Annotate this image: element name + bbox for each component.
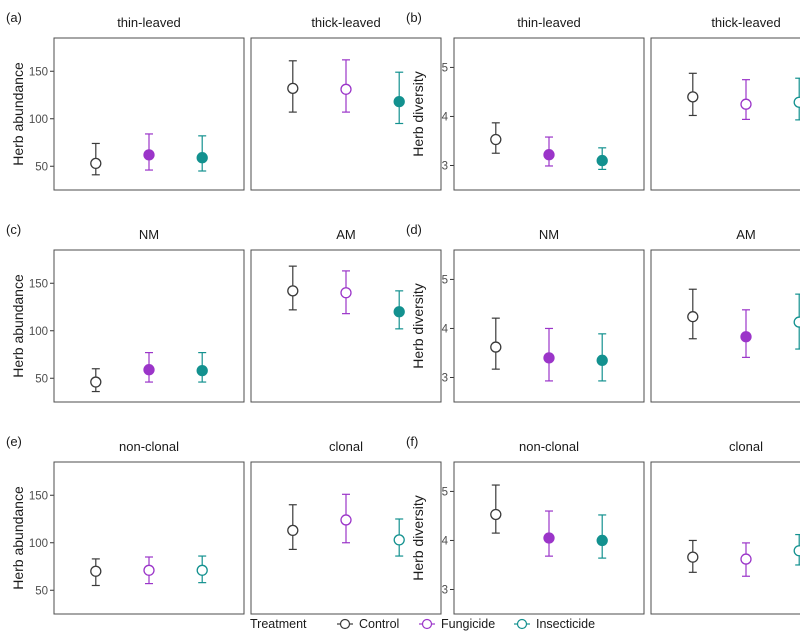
data-point xyxy=(490,508,502,521)
data-point xyxy=(340,83,352,95)
y-tick-label: 100 xyxy=(29,326,48,338)
y-tick-label: 150 xyxy=(29,66,48,78)
y-tick-label: 100 xyxy=(29,114,48,126)
y-tick-label: 5 xyxy=(442,486,448,498)
data-point xyxy=(143,149,155,161)
y-tick-label: 3 xyxy=(442,584,448,596)
panel-tag: (d) xyxy=(406,222,422,237)
facet-title: thick-leaved xyxy=(311,15,380,30)
panel-tag: (c) xyxy=(6,222,21,237)
y-tick-label: 4 xyxy=(442,323,449,335)
y-tick-label: 5 xyxy=(442,62,448,74)
y-tick-label: 3 xyxy=(442,372,448,384)
y-axis-label: Herb abundance xyxy=(10,486,26,590)
data-point xyxy=(393,306,405,318)
facet-title: NM xyxy=(139,227,159,242)
y-tick-label: 150 xyxy=(29,278,48,290)
y-tick-label: 50 xyxy=(35,161,48,173)
facet-panel xyxy=(650,461,800,615)
legend-item-label: Control xyxy=(359,617,399,631)
data-point xyxy=(287,524,299,537)
panel-tag: (b) xyxy=(406,10,422,25)
data-point xyxy=(740,553,752,565)
y-tick-label: 50 xyxy=(35,373,48,385)
data-point xyxy=(687,91,699,103)
data-point xyxy=(196,152,208,164)
facet-title: clonal xyxy=(329,439,363,454)
panel-tag: (e) xyxy=(6,434,22,449)
data-point xyxy=(143,364,155,376)
facet-title: non-clonal xyxy=(119,439,179,454)
data-point xyxy=(543,149,555,161)
facet-panel xyxy=(650,249,800,403)
facet-panel xyxy=(53,461,245,615)
panel-tag: (a) xyxy=(6,10,22,25)
legend-item-label: Insecticide xyxy=(536,617,595,631)
y-tick-label: 4 xyxy=(442,111,449,123)
y-tick-label: 100 xyxy=(29,538,48,550)
data-point xyxy=(196,564,208,576)
data-point xyxy=(90,157,102,170)
data-point xyxy=(90,376,102,388)
legend-title: Treatment xyxy=(250,617,307,631)
data-point xyxy=(687,551,699,563)
y-tick-label: 150 xyxy=(29,490,48,502)
data-point xyxy=(393,534,405,546)
panel-tag: (f) xyxy=(406,434,418,449)
y-axis-label: Herb diversity xyxy=(410,71,426,157)
facet-title: clonal xyxy=(729,439,763,454)
facet-title: non-clonal xyxy=(519,439,579,454)
legend-key-point xyxy=(516,618,528,630)
data-point xyxy=(143,564,155,576)
data-point xyxy=(490,133,502,146)
facet-title: AM xyxy=(336,227,356,242)
y-tick-label: 5 xyxy=(442,274,448,286)
data-point xyxy=(740,331,752,343)
facet-title: AM xyxy=(736,227,756,242)
facet-title: thick-leaved xyxy=(711,15,780,30)
data-point xyxy=(90,565,102,577)
y-tick-label: 50 xyxy=(35,585,48,597)
data-point xyxy=(740,98,752,110)
facet-panel xyxy=(650,37,800,191)
data-point xyxy=(393,96,405,108)
data-point xyxy=(287,82,299,94)
data-point xyxy=(687,311,699,323)
data-point xyxy=(543,352,555,364)
data-point xyxy=(596,154,608,167)
y-axis-label: Herb diversity xyxy=(410,495,426,581)
data-point xyxy=(287,285,299,297)
legend-key-point xyxy=(421,618,433,630)
facet-title: NM xyxy=(539,227,559,242)
legend-key-point xyxy=(339,618,351,630)
y-axis-label: Herb diversity xyxy=(410,283,426,369)
y-tick-label: 3 xyxy=(442,160,448,172)
data-point xyxy=(340,287,352,299)
y-axis-label: Herb abundance xyxy=(10,274,26,378)
data-point xyxy=(490,341,502,353)
facet-panel xyxy=(453,37,645,191)
facet-title: thin-leaved xyxy=(517,15,581,30)
data-point xyxy=(543,532,555,544)
data-point xyxy=(596,354,608,366)
facet-title: thin-leaved xyxy=(117,15,181,30)
data-point xyxy=(793,316,800,328)
data-point xyxy=(340,514,352,526)
data-point xyxy=(196,364,208,377)
y-axis-label: Herb abundance xyxy=(10,62,26,166)
legend-item-label: Fungicide xyxy=(441,617,495,631)
data-point xyxy=(793,96,800,108)
facet-panel xyxy=(250,249,442,403)
data-point xyxy=(596,534,608,547)
y-tick-label: 4 xyxy=(442,535,449,547)
data-point xyxy=(793,545,800,557)
facet-panel xyxy=(250,461,442,615)
